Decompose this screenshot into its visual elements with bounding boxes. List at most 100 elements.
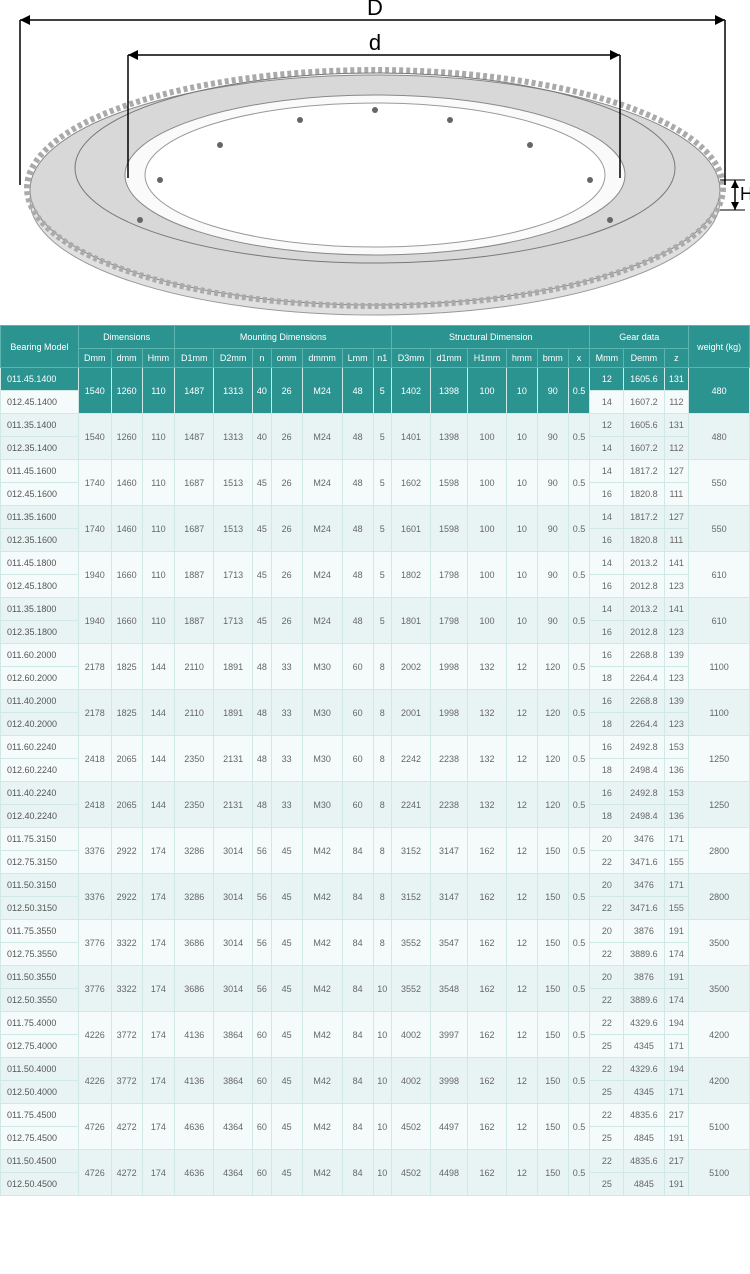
gear-cell: 155 (664, 897, 689, 920)
th-col: hmm (506, 349, 537, 368)
data-cell: 10 (506, 414, 537, 460)
data-cell: 1891 (214, 690, 253, 736)
model-cell: 012.50.3550 (1, 989, 79, 1012)
data-cell: 1798 (430, 598, 467, 644)
data-cell: M30 (302, 690, 342, 736)
data-cell: 3997 (430, 1012, 467, 1058)
th-col: Mmm (590, 349, 624, 368)
data-cell: 4364 (214, 1104, 253, 1150)
data-cell: 2242 (392, 736, 431, 782)
data-cell: 1540 (78, 414, 111, 460)
data-cell: 2418 (78, 782, 111, 828)
gear-cell: 191 (664, 966, 689, 989)
th-col: z (664, 349, 689, 368)
gear-cell: 127 (664, 460, 689, 483)
data-cell: 3147 (430, 874, 467, 920)
weight-cell: 1250 (689, 782, 750, 828)
gear-cell: 174 (664, 989, 689, 1012)
data-cell: 162 (468, 966, 507, 1012)
gear-cell: 16 (590, 644, 624, 667)
data-cell: 174 (142, 874, 175, 920)
gear-cell: 136 (664, 759, 689, 782)
data-cell: 2922 (111, 828, 142, 874)
data-cell: 1887 (175, 552, 214, 598)
data-cell: 0.5 (568, 644, 590, 690)
data-cell: M42 (302, 966, 342, 1012)
data-cell: 5 (373, 552, 392, 598)
gear-cell: 25 (590, 1035, 624, 1058)
data-cell: 162 (468, 1104, 507, 1150)
data-cell: 100 (468, 598, 507, 644)
data-cell: 1687 (175, 460, 214, 506)
data-cell: 100 (468, 460, 507, 506)
data-cell: 10 (373, 1104, 392, 1150)
spec-table: Bearing Model Dimensions Mounting Dimens… (0, 325, 750, 1196)
data-cell: M24 (302, 552, 342, 598)
gear-cell: 123 (664, 621, 689, 644)
data-cell: 8 (373, 644, 392, 690)
data-cell: 162 (468, 1058, 507, 1104)
gear-cell: 16 (590, 575, 624, 598)
gear-cell: 3471.6 (624, 851, 664, 874)
data-cell: 1713 (214, 552, 253, 598)
data-cell: M42 (302, 874, 342, 920)
data-cell: 4636 (175, 1104, 214, 1150)
gear-cell: 16 (590, 690, 624, 713)
th-col: dmm (111, 349, 142, 368)
data-cell: 10 (373, 1150, 392, 1196)
gear-cell: 4835.6 (624, 1150, 664, 1173)
data-cell: 10 (506, 506, 537, 552)
data-cell: 3376 (78, 828, 111, 874)
gear-cell: 191 (664, 1173, 689, 1196)
gear-cell: 131 (664, 414, 689, 437)
data-cell: 48 (342, 598, 373, 644)
gear-cell: 2012.8 (624, 621, 664, 644)
data-cell: 2131 (214, 782, 253, 828)
gear-cell: 4835.6 (624, 1104, 664, 1127)
data-cell: 1802 (392, 552, 431, 598)
data-cell: 1713 (214, 598, 253, 644)
th-col: d1mm (430, 349, 467, 368)
gear-cell: 2492.8 (624, 736, 664, 759)
data-cell: 132 (468, 782, 507, 828)
data-cell: M30 (302, 736, 342, 782)
model-cell: 011.45.1600 (1, 460, 79, 483)
model-cell: 011.40.2240 (1, 782, 79, 805)
data-cell: 1513 (214, 460, 253, 506)
gear-cell: 171 (664, 1081, 689, 1104)
gear-cell: 1605.6 (624, 414, 664, 437)
model-cell: 012.75.4000 (1, 1035, 79, 1058)
data-cell: 1398 (430, 414, 467, 460)
data-cell: 3772 (111, 1058, 142, 1104)
data-cell: 174 (142, 1150, 175, 1196)
gear-cell: 171 (664, 828, 689, 851)
weight-cell: 5100 (689, 1150, 750, 1196)
data-cell: 0.5 (568, 1058, 590, 1104)
gear-cell: 194 (664, 1012, 689, 1035)
data-cell: 1940 (78, 598, 111, 644)
gear-cell: 22 (590, 1150, 624, 1173)
data-cell: 56 (253, 828, 272, 874)
data-cell: 0.5 (568, 414, 590, 460)
gear-cell: 2498.4 (624, 759, 664, 782)
data-cell: 150 (537, 828, 568, 874)
data-cell: 1260 (111, 368, 142, 414)
model-cell: 011.50.3550 (1, 966, 79, 989)
data-cell: 0.5 (568, 736, 590, 782)
th-col: Dmm (78, 349, 111, 368)
gear-cell: 22 (590, 989, 624, 1012)
data-cell: 48 (342, 552, 373, 598)
data-cell: 0.5 (568, 506, 590, 552)
model-cell: 011.60.2240 (1, 736, 79, 759)
data-cell: 48 (342, 414, 373, 460)
data-cell: 48 (342, 506, 373, 552)
th-col: n (253, 349, 272, 368)
gear-cell: 3471.6 (624, 897, 664, 920)
gear-cell: 16 (590, 736, 624, 759)
data-cell: 132 (468, 644, 507, 690)
data-cell: 162 (468, 828, 507, 874)
gear-cell: 3476 (624, 828, 664, 851)
th-col: Lmm (342, 349, 373, 368)
gear-cell: 139 (664, 690, 689, 713)
data-cell: 1398 (430, 368, 467, 414)
